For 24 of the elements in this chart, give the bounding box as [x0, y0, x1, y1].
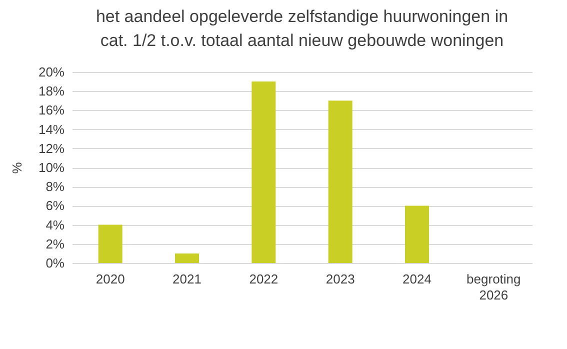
y-tick-label: 8% [46, 179, 65, 194]
y-tick-label: 6% [46, 198, 65, 214]
x-tick-label: 2021 [172, 272, 202, 286]
y-tick-label: 2% [46, 236, 65, 252]
y-tick-label: 0% [46, 256, 65, 270]
y-axis-title: % [9, 162, 24, 174]
bar [98, 224, 122, 263]
y-tick-label: 12% [38, 140, 65, 156]
bar [328, 100, 352, 263]
x-tick-label: 2024 [402, 272, 432, 286]
chart-title: het aandeel opgeleverde zelfstandige huurwoningen in cat. 1/2 t.o.v. totaal aantal nieuw gebouwde woningen [96, 7, 508, 50]
y-tick-label: 16% [38, 102, 65, 118]
y-tick-label: 4% [46, 217, 65, 232]
bar [252, 82, 276, 263]
x-tick-label: begroting 2026 [466, 272, 521, 302]
bar [405, 206, 429, 263]
y-tick-label: 14% [38, 122, 65, 137]
y-tick-label: 18% [38, 84, 65, 99]
x-tick-label: 2020 [96, 272, 125, 286]
x-tick-label: 2022 [249, 272, 278, 286]
x-tick-label: 2023 [326, 272, 355, 286]
bar [175, 253, 199, 263]
y-tick-label: 10% [38, 160, 65, 175]
y-tick-label: 20% [38, 64, 65, 80]
